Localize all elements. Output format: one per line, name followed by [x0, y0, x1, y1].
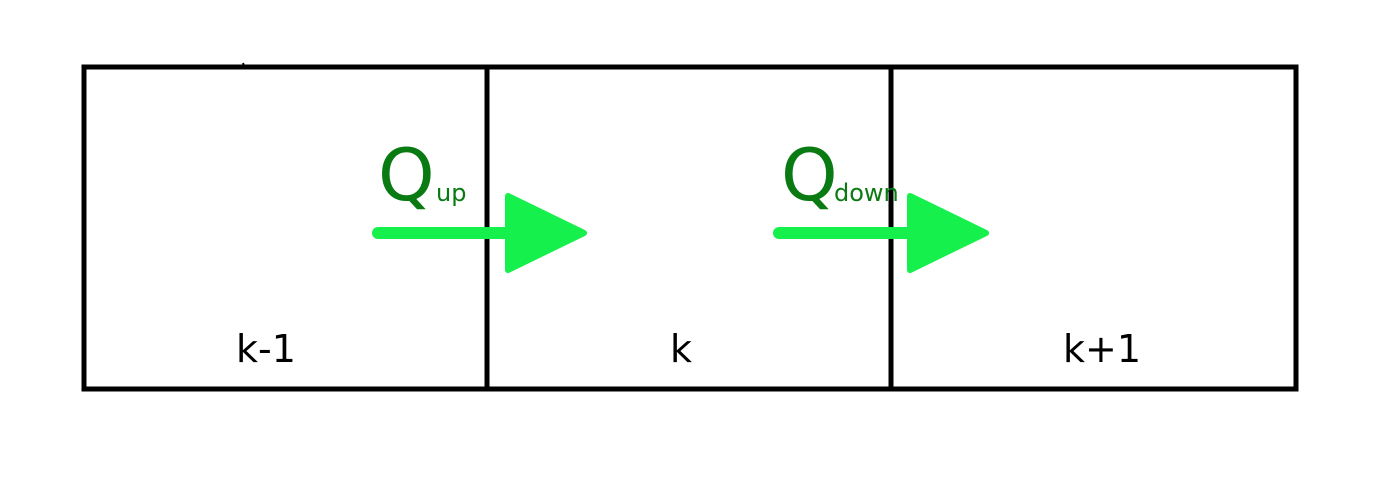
flux-arrow-up-head: [505, 193, 587, 273]
flux-label-down-symbol: Q: [781, 133, 838, 217]
grid-outer-frame: [81, 64, 1299, 392]
cell-label-k-plus-1: k+1: [1063, 327, 1141, 371]
flux-label-up-symbol: Q: [378, 133, 435, 217]
flux-label-up: Q up: [378, 133, 466, 217]
flux-label-up-subscript: up: [436, 179, 466, 207]
flux-arrow-up: [372, 193, 587, 273]
cell-label-k: k: [670, 327, 692, 371]
flux-arrow-down: [773, 193, 989, 273]
flux-label-down: Q down: [781, 133, 899, 217]
flux-arrow-down-head: [907, 193, 989, 273]
cell-label-k-minus-1: k-1: [236, 327, 296, 371]
flux-label-down-subscript: down: [834, 179, 899, 207]
